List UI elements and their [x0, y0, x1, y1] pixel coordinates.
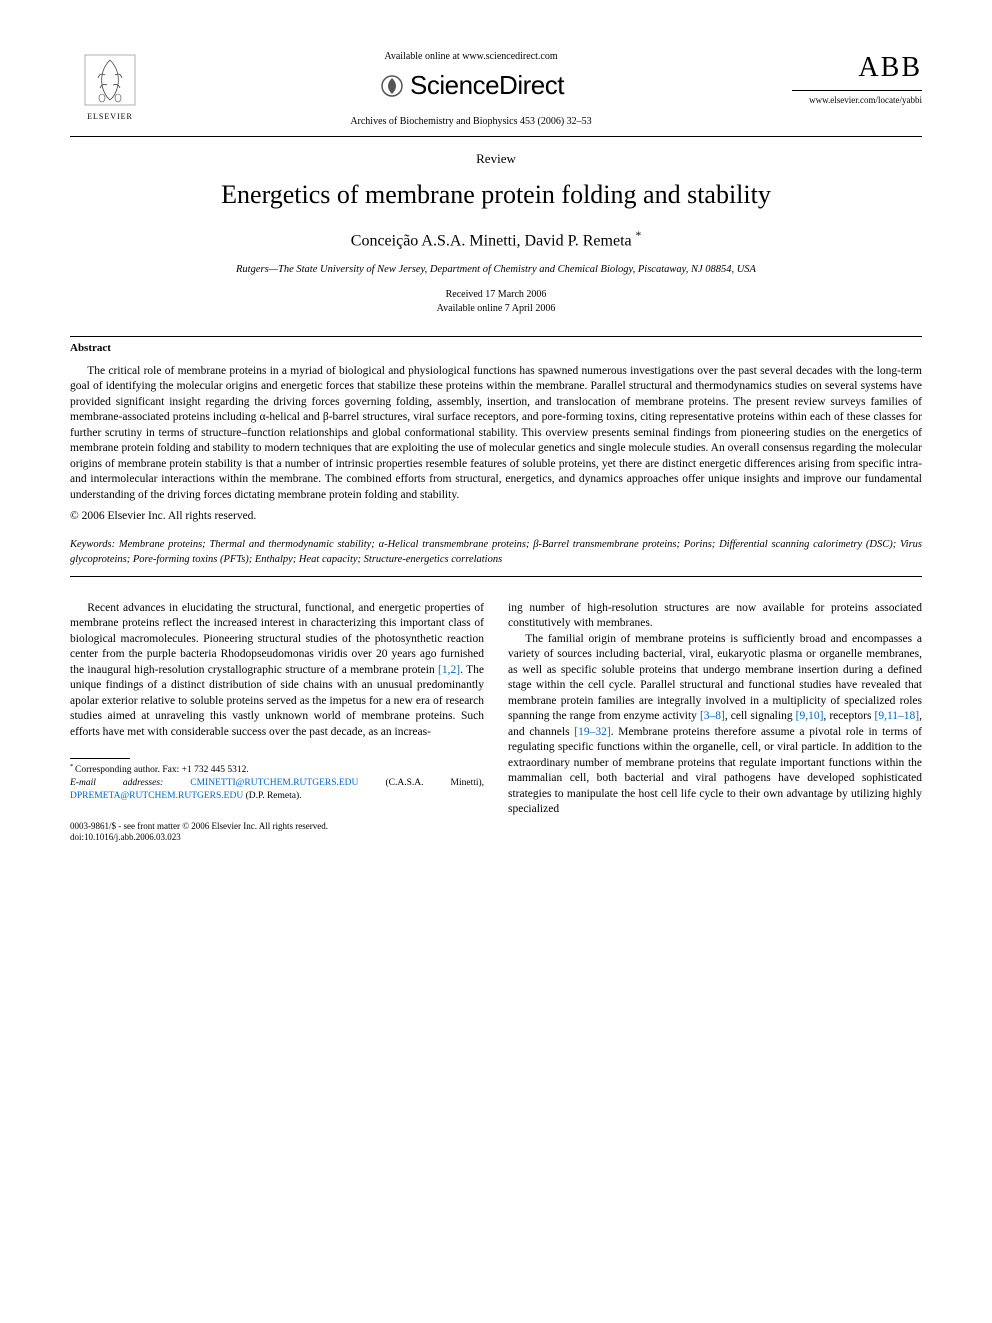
citation-link[interactable]: [9,11–18]	[875, 710, 920, 722]
citation-link[interactable]: [9,10]	[796, 710, 824, 722]
elsevier-tree-icon	[80, 50, 140, 110]
abb-logo: ABB	[792, 50, 922, 91]
body-paragraph-1-cont: ing number of high-resolution structures…	[508, 601, 922, 632]
keywords: Keywords: Membrane proteins; Thermal and…	[70, 538, 922, 567]
header-center: Available online at www.sciencedirect.co…	[150, 50, 792, 128]
available-date: Available online 7 April 2006	[70, 302, 922, 316]
abstract-text: The critical role of membrane proteins i…	[70, 364, 922, 504]
citation-link[interactable]: [1,2]	[438, 664, 460, 676]
email-author-2: (D.P. Remeta).	[243, 791, 301, 801]
abstract-label: Abstract	[70, 341, 922, 355]
citation-link[interactable]: [3–8]	[700, 710, 725, 722]
keywords-label: Keywords:	[70, 539, 115, 550]
article-dates: Received 17 March 2006 Available online …	[70, 288, 922, 316]
corresponding-marker: *	[636, 230, 642, 242]
doi-text: doi:10.1016/j.abb.2006.03.023	[70, 832, 484, 844]
email-author-1: (C.A.S.A. Minetti),	[358, 778, 484, 788]
email-link-1[interactable]: CMINETTI@RUTCHEM.RUTGERS.EDU	[190, 778, 358, 788]
elsevier-logo: ELSEVIER	[70, 50, 150, 122]
journal-url: www.elsevier.com/locate/yabbi	[792, 95, 922, 107]
body-columns: Recent advances in elucidating the struc…	[70, 601, 922, 845]
email-link-2[interactable]: DPREMETA@RUTCHEM.RUTGERS.EDU	[70, 791, 243, 801]
sciencedirect-icon	[378, 72, 406, 100]
author-names: Conceição A.S.A. Minetti, David P. Remet…	[351, 233, 636, 250]
sciencedirect-logo: ScienceDirect	[150, 69, 792, 103]
article-title: Energetics of membrane protein folding a…	[70, 178, 922, 212]
corresponding-footnote: * Corresponding author. Fax: +1 732 445 …	[70, 763, 484, 803]
received-date: Received 17 March 2006	[70, 288, 922, 302]
affiliation: Rutgers—The State University of New Jers…	[70, 263, 922, 277]
journal-logo-block: ABB www.elsevier.com/locate/yabbi	[792, 50, 922, 107]
doi-block: 0003-9861/$ - see front matter © 2006 El…	[70, 821, 484, 844]
citation-link[interactable]: [19–32]	[574, 726, 610, 738]
abstract-top-rule	[70, 336, 922, 337]
front-matter-text: 0003-9861/$ - see front matter © 2006 El…	[70, 821, 484, 833]
elsevier-label: ELSEVIER	[70, 112, 150, 122]
column-right: ing number of high-resolution structures…	[508, 601, 922, 845]
authors: Conceição A.S.A. Minetti, David P. Remet…	[70, 229, 922, 252]
header-rule	[70, 136, 922, 137]
footnote-separator	[70, 758, 130, 759]
page-header: ELSEVIER Available online at www.science…	[70, 50, 922, 128]
sciencedirect-label: ScienceDirect	[410, 69, 564, 103]
available-online-text: Available online at www.sciencedirect.co…	[150, 50, 792, 63]
keywords-text: Membrane proteins; Thermal and thermodyn…	[70, 539, 922, 565]
journal-reference: Archives of Biochemistry and Biophysics …	[150, 115, 792, 128]
body-paragraph-2: The familial origin of membrane proteins…	[508, 632, 922, 818]
corresponding-author-text: Corresponding author. Fax: +1 732 445 53…	[75, 765, 249, 775]
article-type: Review	[70, 151, 922, 168]
abstract-copyright: © 2006 Elsevier Inc. All rights reserved…	[70, 509, 922, 524]
keywords-bottom-rule	[70, 576, 922, 577]
email-label: E-mail addresses:	[70, 778, 163, 788]
body-paragraph-1: Recent advances in elucidating the struc…	[70, 601, 484, 741]
column-left: Recent advances in elucidating the struc…	[70, 601, 484, 845]
